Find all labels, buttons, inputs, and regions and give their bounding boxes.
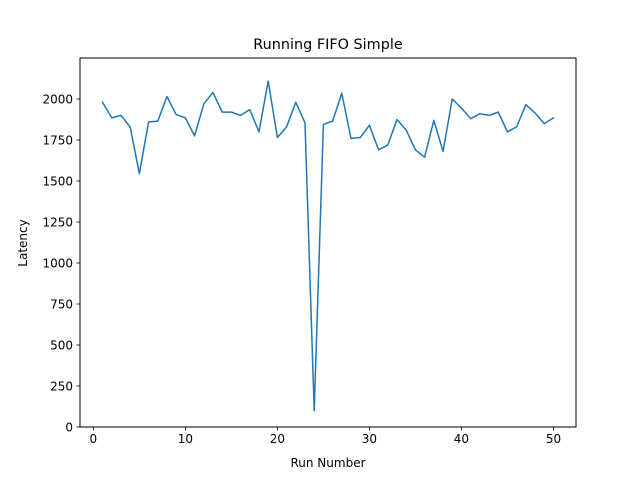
x-tick-label: 40 [454,432,469,446]
y-tick-label: 1500 [42,174,73,188]
y-tick-label: 750 [50,297,73,311]
y-axis-label: Latency [16,219,30,266]
series-line-1 [101,80,555,412]
y-axis-ticks: 0 250 500 750 1000 1250 1500 1750 2000 [42,92,80,434]
x-tick-label: 10 [178,432,193,446]
y-tick-label: 500 [50,338,73,352]
x-axis-label: Run Number [290,456,365,470]
plot-area-frame [79,57,577,428]
series-layer [101,80,555,412]
x-tick-label: 30 [362,432,377,446]
x-axis-ticks: 0 10 20 30 40 50 [90,427,561,446]
y-tick-label: 250 [50,379,73,393]
y-tick-label: 0 [65,420,73,434]
y-tick-label: 1000 [42,256,73,270]
y-tick-label: 2000 [42,92,73,106]
chart-title: Running FIFO Simple [253,37,403,53]
x-tick-label: 20 [270,432,285,446]
x-tick-label: 0 [90,432,98,446]
y-tick-label: 1250 [42,215,73,229]
x-tick-label: 50 [546,432,561,446]
y-tick-label: 1750 [42,133,73,147]
